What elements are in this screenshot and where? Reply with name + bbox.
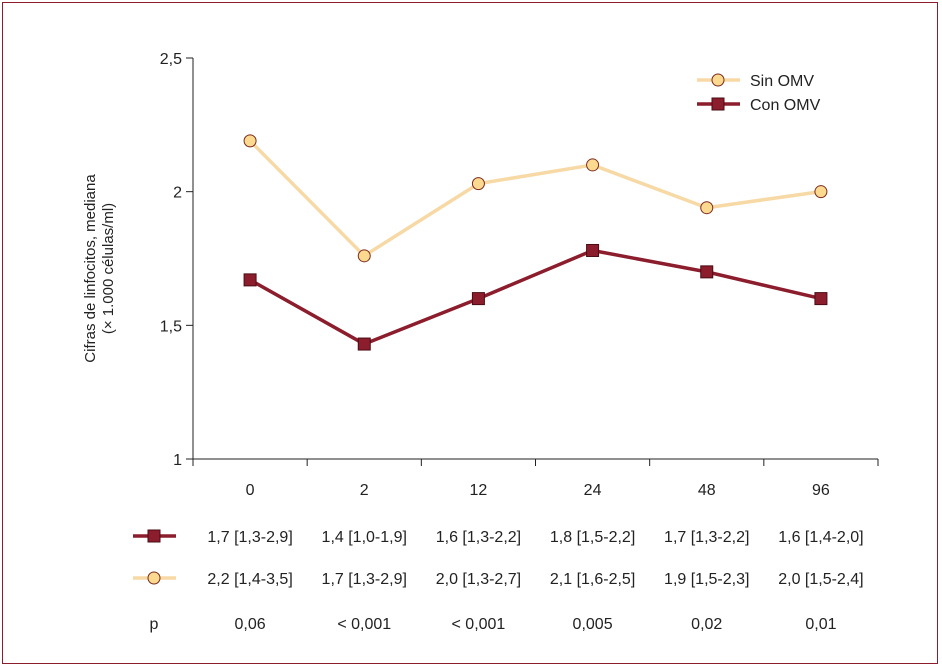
axes: 1 1,5 2 2,5 0 2 12 24 48 96 (160, 51, 879, 499)
table-cell: < 0,001 (452, 616, 506, 633)
series-lines (248, 139, 822, 346)
table-cell: 2,0 [1,5-2,4] (778, 571, 863, 588)
legend-label: Sin OMV (750, 73, 814, 90)
x-tick-label: 0 (246, 482, 255, 499)
x-tick-label: 96 (812, 482, 830, 499)
x-tick-label: 12 (470, 482, 488, 499)
table-cell: 0,01 (805, 616, 836, 633)
y-axis-label-line: (× 1.000 células/ml) (100, 203, 117, 334)
table-cell: 2,1 [1,6-2,5] (550, 571, 635, 588)
table-cell: 1,4 [1,0-1,9] (322, 529, 407, 546)
table-cell: 1,7 [1,3-2,9] (322, 571, 407, 588)
table-row-swatch-marker (147, 529, 161, 543)
data-point (471, 292, 485, 306)
data-point (586, 158, 600, 172)
data-point (243, 134, 257, 148)
data-point (700, 201, 714, 215)
data-point (700, 265, 714, 279)
data-point (814, 185, 828, 199)
series-markers (243, 134, 828, 351)
y-tick-label: 1,5 (160, 318, 182, 335)
y-tick-label: 2 (173, 185, 182, 202)
data-point (586, 243, 600, 257)
data-point (243, 273, 257, 287)
legend-swatch-marker (711, 97, 725, 111)
table-cell: 1,7 [1,3-2,2] (664, 529, 749, 546)
table-cell: 0,06 (235, 616, 266, 633)
table-cell: 2,2 [1,4-3,5] (207, 571, 292, 588)
table-cell: 0,005 (573, 616, 613, 633)
table-cell: 1,6 [1,3-2,2] (436, 529, 521, 546)
y-axis-label: Cifras de linfocitos, mediana (× 1.000 cé… (82, 174, 117, 363)
table-cell: 1,9 [1,5-2,3] (664, 571, 749, 588)
y-tick-label: 1 (173, 452, 182, 469)
series-line (248, 139, 822, 258)
data-point (357, 249, 371, 263)
x-tick-label: 2 (360, 482, 369, 499)
table-cell: 0,02 (691, 616, 722, 633)
table-cell: < 0,001 (337, 616, 391, 633)
table-cell: 1,8 [1,5-2,2] (550, 529, 635, 546)
table-row-swatch-marker (147, 571, 161, 585)
x-tick-label: 48 (698, 482, 716, 499)
data-point (471, 177, 485, 191)
series-line (249, 248, 822, 346)
data-point (357, 337, 371, 351)
legend-swatch-marker (711, 73, 725, 87)
legend: Sin OMV Con OMV (697, 73, 821, 114)
table-row-label: p (150, 616, 159, 633)
legend-label: Con OMV (750, 97, 821, 114)
y-tick-label: 2,5 (160, 51, 182, 68)
table-cell: 1,7 [1,3-2,9] (207, 529, 292, 546)
y-axis-label-line: Cifras de linfocitos, mediana (82, 174, 99, 363)
x-tick-label: 24 (584, 482, 602, 499)
table-cell: 1,6 [1,4-2,0] (778, 529, 863, 546)
table-cell: 2,0 [1,3-2,7] (436, 571, 521, 588)
data-table: 1,7 [1,3-2,9] 1,4 [1,0-1,9] 1,6 [1,3-2,2] 1… (133, 529, 864, 633)
data-point (814, 292, 828, 306)
